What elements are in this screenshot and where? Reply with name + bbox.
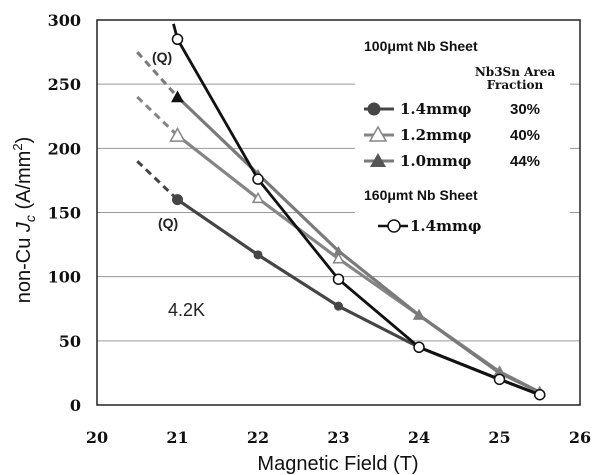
x-tick-20: 20	[86, 428, 108, 447]
legend-label-s1: 1.4mmφ	[400, 100, 471, 118]
legend-marker-s4	[387, 219, 401, 233]
series-4-point-5	[493, 373, 506, 386]
y-tick-100: 100	[48, 268, 81, 287]
y-axis-title-sub: c	[22, 215, 38, 222]
series-2-point-1	[169, 126, 186, 142]
legend-fraction-s2: 40%	[510, 127, 540, 144]
y-axis-title-sup: 2	[10, 143, 25, 150]
series-4	[171, 23, 546, 401]
series-1-point-2	[253, 250, 263, 260]
series-1-point-3	[334, 301, 343, 311]
y-axis-title-j: J	[13, 221, 35, 233]
legend-marker-s2	[368, 125, 388, 142]
x-tick-23: 23	[327, 428, 349, 447]
series-2-point-3	[332, 252, 345, 264]
x-tick-21: 21	[166, 428, 188, 447]
y-axis-title-close: )	[13, 137, 35, 144]
legend: 100μmt Nb Sheet Nb3Sn Area Fraction 1.4m…	[355, 30, 570, 238]
series-3-extrapolation	[136, 51, 179, 99]
q-label-upper: (Q)	[152, 49, 172, 65]
series-3-point-4	[414, 310, 424, 320]
series-1-extrapolation	[136, 160, 179, 201]
series-3-point-1	[171, 90, 184, 103]
legend-marker-s3	[370, 153, 386, 167]
x-axis-title: Magnetic Field (T)	[257, 453, 418, 475]
y-tick-250: 250	[48, 75, 81, 94]
legend-fraction-header-line2: Fraction	[487, 78, 544, 92]
legend-fraction-s1: 30%	[510, 101, 540, 118]
legend-fraction-header-line1: Nb3Sn Area	[475, 65, 556, 79]
legend-label-s2: 1.2mmφ	[400, 126, 471, 144]
series-4-point-3	[332, 273, 345, 285]
y-axis-title: non-Cu Jc (A/mm2)	[10, 137, 38, 304]
legend-label-s4: 1.4mmφ	[410, 217, 481, 235]
y-tick-labels: 0 50 100 150 200 250 300	[48, 11, 81, 415]
legend-group2-title: 160μmt Nb Sheet	[364, 187, 478, 203]
series-layer	[136, 23, 547, 401]
series-2-extrapolation	[136, 95, 179, 137]
y-axis-title-prefix: non-Cu	[13, 232, 35, 303]
series-4-point-6	[534, 388, 546, 401]
y-tick-200: 200	[48, 139, 81, 158]
x-tick-labels: 20 21 22 23 24 25 26	[86, 428, 591, 447]
x-tick-24: 24	[408, 428, 430, 447]
legend-group1-title: 100μmt Nb Sheet	[364, 38, 478, 54]
series-4-point-1	[171, 33, 184, 45]
series-4-point-2	[252, 173, 264, 185]
legend-fraction-s3: 44%	[510, 153, 540, 170]
y-tick-0: 0	[70, 396, 81, 415]
series-2-point-2	[251, 191, 265, 204]
series-3-line	[176, 95, 541, 394]
y-axis-title-unit: (A/mm	[13, 151, 35, 215]
x-tick-22: 22	[247, 428, 269, 447]
plot-frame	[96, 19, 581, 406]
series-1-point-1	[172, 194, 183, 206]
temperature-label: 4.2K	[168, 300, 205, 320]
x-tick-26: 26	[569, 428, 591, 447]
series-3-point-3	[333, 246, 344, 255]
series-4-point-4	[413, 341, 425, 353]
y-tick-150: 150	[48, 204, 81, 223]
legend-marker-s1	[367, 102, 381, 116]
y-tick-300: 300	[48, 11, 81, 30]
y-tick-50: 50	[59, 332, 81, 351]
x-tick-25: 25	[488, 428, 510, 447]
q-label-lower: (Q)	[158, 215, 178, 231]
legend-label-s3: 1.0mmφ	[400, 152, 471, 170]
